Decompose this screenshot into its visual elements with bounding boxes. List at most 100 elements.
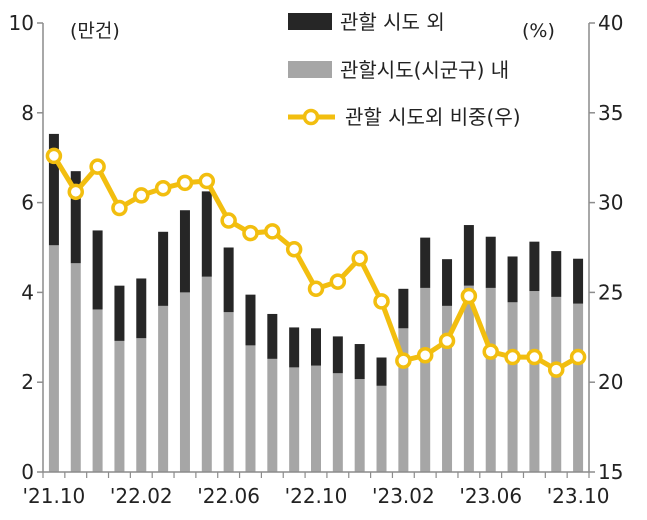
- bar-outside-6: [179, 210, 190, 293]
- share-marker-24: [569, 348, 587, 366]
- bar-inside-23: [551, 296, 562, 472]
- bar-inside-21: [507, 302, 518, 472]
- bar-inside-24: [573, 303, 584, 472]
- legend-swatch-inside: [288, 61, 332, 78]
- x-tick-label-4: '22.02: [110, 484, 173, 508]
- bar-inside-12: [311, 365, 321, 472]
- x-tick-label-16: '23.02: [372, 484, 435, 508]
- bar-inside-18: [442, 305, 453, 472]
- bar-inside-3: [114, 340, 125, 472]
- share-marker-22: [526, 348, 543, 366]
- bar-inside-19: [463, 285, 474, 472]
- share-marker-6: [176, 174, 194, 192]
- bar-inside-8: [223, 312, 234, 472]
- bar-outside-3: [114, 285, 125, 341]
- bar-inside-11: [289, 367, 300, 472]
- bar-inside-9: [245, 345, 256, 472]
- x-tick-label-24: '23.10: [547, 484, 610, 508]
- left-tick-label-4: 4: [21, 280, 34, 304]
- bar-outside-1: [70, 171, 81, 264]
- bar-outside-2: [92, 230, 103, 310]
- bar-outside-11: [289, 327, 300, 368]
- share-marker-23: [547, 361, 565, 378]
- line-layer: [45, 147, 587, 378]
- bar-outside-14: [354, 344, 365, 380]
- bar-outside-8: [223, 247, 234, 313]
- bar-outside-18: [442, 259, 453, 306]
- share-marker-8: [220, 212, 237, 229]
- bar-outside-16: [398, 288, 409, 329]
- bar-outside-7: [201, 191, 212, 277]
- bar-outside-24: [573, 258, 584, 304]
- bar-inside-4: [136, 338, 147, 472]
- right-tick-label-35: 35: [598, 101, 623, 125]
- share-marker-13: [329, 273, 347, 290]
- share-marker-15: [373, 293, 390, 310]
- legend-label-outside: 관할 시도 외: [340, 10, 445, 34]
- bar-inside-16: [398, 328, 409, 472]
- bar-outside-19: [463, 225, 474, 286]
- share-marker-7: [198, 172, 216, 190]
- share-marker-18: [438, 332, 456, 350]
- bar-inside-15: [376, 385, 387, 472]
- x-tick-label-0: '21.10: [23, 484, 86, 508]
- right-tick-label-30: 30: [598, 191, 623, 215]
- bar-inside-10: [267, 358, 278, 472]
- share-marker-10: [264, 223, 281, 240]
- legend: 관할 시도 외 관할시도(시군구) 내 관할 시도외 비중(우): [288, 10, 521, 129]
- legend-swatch-outside: [288, 13, 332, 30]
- bar-inside-14: [354, 379, 365, 472]
- x-tick-label-12: '22.10: [285, 484, 348, 508]
- left-tick-label-10: 10: [9, 11, 34, 35]
- bar-inside-1: [70, 263, 81, 472]
- bar-outside-22: [529, 241, 540, 292]
- bar-outside-23: [551, 251, 562, 297]
- left-tick-label-6: 6: [21, 191, 34, 215]
- bar-outside-0: [48, 133, 59, 246]
- bar-inside-0: [48, 245, 59, 472]
- bar-inside-17: [420, 287, 431, 472]
- bars-layer: [48, 133, 584, 472]
- share-marker-19: [460, 287, 478, 305]
- share-marker-21: [504, 348, 521, 366]
- share-marker-16: [395, 352, 412, 369]
- bar-outside-15: [376, 357, 387, 386]
- share-marker-4: [133, 187, 150, 204]
- bar-outside-12: [311, 328, 321, 366]
- share-marker-2: [89, 158, 106, 175]
- share-marker-3: [111, 199, 128, 217]
- bar-outside-17: [420, 237, 431, 288]
- bar-inside-13: [332, 373, 343, 472]
- legend-label-share: 관할 시도외 비중(우): [345, 105, 521, 129]
- bar-outside-13: [332, 336, 343, 374]
- bar-outside-21: [507, 256, 518, 303]
- left-axis-unit: (만건): [70, 20, 120, 42]
- left-tick-label-0: 0: [21, 460, 34, 484]
- share-marker-17: [416, 347, 434, 364]
- right-tick-label-40: 40: [598, 11, 623, 35]
- bar-inside-7: [201, 276, 212, 472]
- left-tick-label-2: 2: [21, 370, 34, 394]
- legend-swatch-share-marker: [302, 108, 320, 126]
- axes-layer: 0 2 4 6 8 10 15 20 25 30 35 40 '21.10 '22.02 '22.06 '22…: [9, 11, 624, 508]
- x-tick-label-20: '23.06: [459, 484, 522, 508]
- x-tick-label-8: '22.06: [197, 484, 260, 508]
- bar-inside-22: [529, 291, 540, 472]
- right-tick-label-20: 20: [598, 370, 623, 394]
- share-marker-9: [242, 224, 259, 242]
- share-marker-0: [45, 147, 63, 165]
- bar-outside-10: [267, 313, 278, 359]
- share-marker-20: [482, 343, 499, 360]
- bar-inside-2: [92, 309, 103, 472]
- share-marker-5: [154, 179, 172, 197]
- bar-outside-20: [485, 236, 496, 288]
- bar-inside-20: [485, 287, 496, 472]
- bar-inside-5: [158, 305, 169, 472]
- bar-outside-4: [136, 278, 147, 339]
- share-marker-11: [285, 241, 303, 258]
- bar-outside-5: [158, 231, 169, 306]
- right-tick-label-15: 15: [598, 460, 623, 484]
- share-marker-1: [67, 183, 85, 201]
- bar-outside-9: [245, 294, 256, 346]
